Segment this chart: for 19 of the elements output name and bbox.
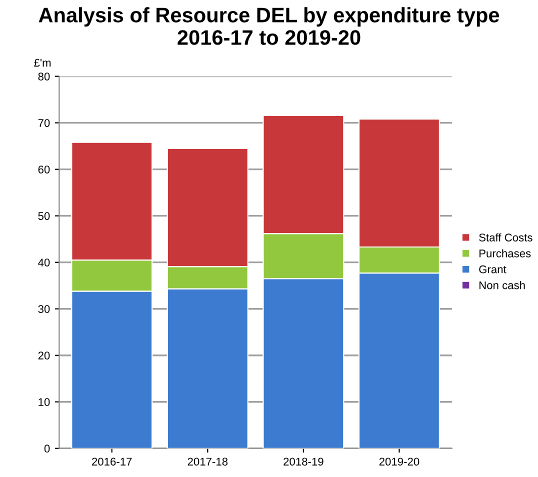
y-tick-label: 30 xyxy=(38,305,50,313)
x-tick-label: 2016-17 xyxy=(92,458,132,466)
y-tick-label: 60 xyxy=(38,166,50,174)
y-tick-label: 0 xyxy=(44,444,50,453)
y-tick-label: 10 xyxy=(38,398,50,406)
y-tick-label: 40 xyxy=(38,258,50,266)
legend-label: Purchases xyxy=(480,249,531,258)
x-tick-label: 2018-19 xyxy=(284,458,324,466)
y-tick-label: 70 xyxy=(38,119,50,127)
x-tick-label: 2019-20 xyxy=(379,458,420,466)
legend-label: Grant xyxy=(479,265,506,274)
legend-label: Non cash xyxy=(480,281,525,290)
y-tick-label: 50 xyxy=(38,212,50,220)
chart-title: Analysis of Resource DEL by expenditure type 2016-17 to 2019-20 xyxy=(38,7,500,45)
y-tick-label: 80 xyxy=(38,72,50,80)
x-tick-label: 2017-18 xyxy=(188,458,228,466)
y-axis-title: £'m xyxy=(34,58,51,67)
legend-label: Staff Costs xyxy=(479,233,532,242)
y-tick-label: 20 xyxy=(38,352,50,360)
